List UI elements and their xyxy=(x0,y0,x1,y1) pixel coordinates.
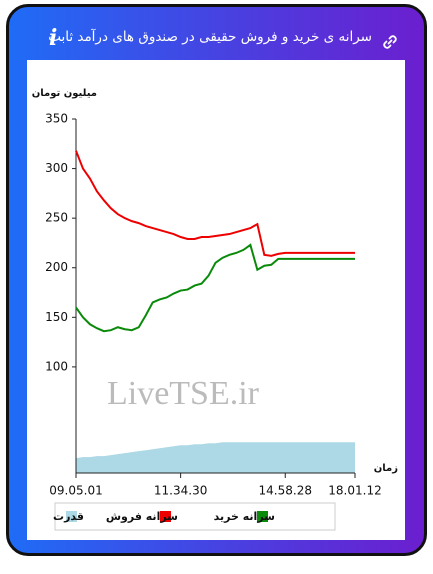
y-tick-label: 100 xyxy=(45,359,68,373)
legend-box xyxy=(54,502,336,531)
y-tick-label: 300 xyxy=(45,161,68,175)
legend-label: قدرت xyxy=(53,510,84,523)
legend-label: سرانه خرید xyxy=(214,510,275,523)
area xyxy=(76,442,355,473)
legend-swatch xyxy=(66,511,77,522)
x-tick-label: 11.34.30 xyxy=(154,484,207,498)
y-tick-label: 250 xyxy=(45,211,68,225)
series-line xyxy=(75,243,355,333)
y-tick-label: 200 xyxy=(45,260,68,274)
legend-label: سرانه فروش xyxy=(106,510,178,523)
watermark: LiveTSE.ir xyxy=(107,375,260,412)
x-tick-label: 18.01.12 xyxy=(328,484,381,498)
link-icon[interactable] xyxy=(381,33,399,51)
legend-swatch xyxy=(257,511,268,522)
x-tick-label: 09.05.01 xyxy=(49,484,102,498)
info-icon[interactable]: i xyxy=(49,25,58,51)
card-title: سرانه ی خرید و فروش حقیقی در صندوق های د… xyxy=(48,29,372,45)
x-axis-label: زمان xyxy=(374,463,398,474)
x-tick-label: 14.58.28 xyxy=(259,484,312,498)
y-axis-label: میلیون تومان xyxy=(32,88,97,99)
legend-swatch xyxy=(160,511,171,522)
y-tick-label: 350 xyxy=(45,112,68,126)
series-line xyxy=(75,150,355,257)
y-tick-label: 150 xyxy=(45,310,68,324)
